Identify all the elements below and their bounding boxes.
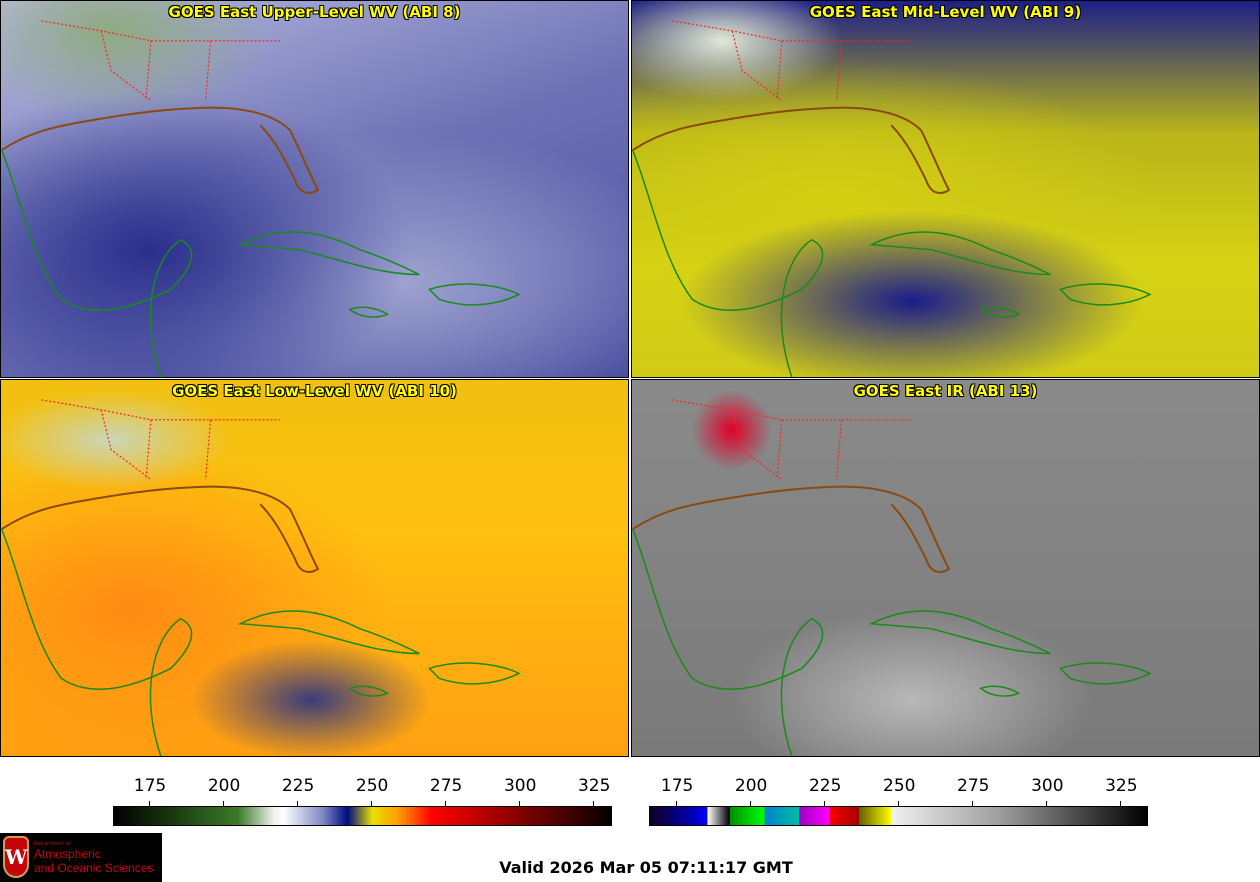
map-overlay xyxy=(632,19,1151,377)
tick-label: 275 xyxy=(953,776,993,806)
tick-label: 325 xyxy=(1101,776,1141,806)
tick-label: 175 xyxy=(657,776,697,806)
tick-label: 200 xyxy=(204,776,244,806)
logo-line1: Atmospheric xyxy=(34,847,101,861)
panel-title: GOES East IR (ABI 13) xyxy=(853,382,1038,400)
aos-logo: W Department of Atmospheric and Oceanic … xyxy=(0,833,162,882)
panel-upper-level-wv: GOES East Upper-Level WV (ABI 8) xyxy=(0,0,629,378)
map-overlay xyxy=(1,19,520,377)
tick-label: 250 xyxy=(879,776,919,806)
tick-label: 300 xyxy=(1027,776,1067,806)
map-overlay xyxy=(632,398,1151,756)
tick-label: 275 xyxy=(426,776,466,806)
tick-label: 200 xyxy=(731,776,771,806)
ir-colorbar-ticks: 175 200 225 250 275 300 325 xyxy=(649,776,1148,806)
tick-label: 325 xyxy=(574,776,614,806)
panel-mid-level-wv: GOES East Mid-Level WV (ABI 9) xyxy=(631,0,1260,378)
tick-label: 300 xyxy=(500,776,540,806)
panel-title: GOES East Mid-Level WV (ABI 9) xyxy=(809,3,1082,21)
ir-colorbar xyxy=(649,806,1148,826)
tick-label: 175 xyxy=(130,776,170,806)
map-overlay xyxy=(1,398,520,756)
valid-time: Valid 2026 Mar 05 07:11:17 GMT xyxy=(499,858,793,877)
logo-department: Department of xyxy=(34,841,71,847)
tick-label: 225 xyxy=(278,776,318,806)
panel-ir: GOES East IR (ABI 13) xyxy=(631,379,1260,757)
logo-line2: and Oceanic Sciences xyxy=(34,861,154,875)
panel-low-level-wv: GOES East Low-Level WV (ABI 10) xyxy=(0,379,629,757)
uw-crest-icon: W xyxy=(3,836,29,878)
wv-colorbar-ticks: 175 200 225 250 275 300 325 xyxy=(113,776,612,806)
panel-title: GOES East Low-Level WV (ABI 10) xyxy=(172,382,457,400)
tick-label: 250 xyxy=(352,776,392,806)
wv-colorbar xyxy=(113,806,612,826)
tick-label: 225 xyxy=(805,776,845,806)
panel-title: GOES East Upper-Level WV (ABI 8) xyxy=(168,3,461,21)
